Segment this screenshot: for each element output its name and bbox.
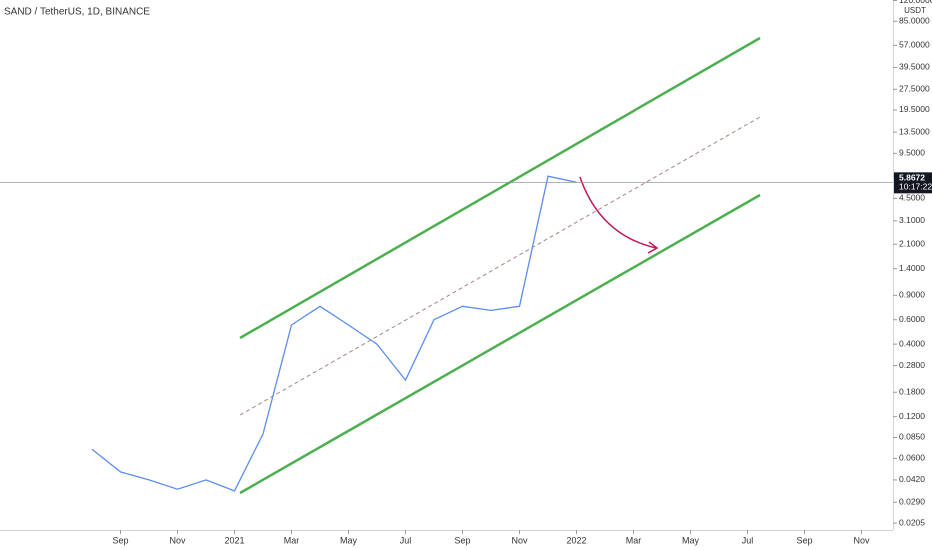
chart-title: SAND / TetherUS, 1D, BINANCE xyxy=(4,7,150,18)
y-tick-label: 0.0850 xyxy=(899,432,925,442)
x-tick-label: Mar xyxy=(626,535,642,545)
y-tick-label: 2.1000 xyxy=(899,238,925,248)
arrow-head xyxy=(647,241,659,254)
y-tick-label: 27.5000 xyxy=(899,84,930,94)
x-tick-label: 2022 xyxy=(566,535,586,545)
y-tick-label: 0.0205 xyxy=(899,517,925,527)
y-tick-label: 57.0000 xyxy=(899,40,930,50)
x-tick-label: Nov xyxy=(853,535,870,545)
y-tick-label: 0.2800 xyxy=(899,360,925,370)
x-tick-label: May xyxy=(340,535,358,545)
drawings xyxy=(239,36,761,495)
price-line xyxy=(91,175,577,492)
y-unit: USDT xyxy=(904,6,926,15)
y-tick-label: 0.0420 xyxy=(899,474,925,484)
x-tick-label: Sep xyxy=(796,535,812,545)
x-tick-label: Nov xyxy=(511,535,528,545)
countdown-label: 10:17:22 xyxy=(899,182,932,192)
last-price-box xyxy=(894,172,932,194)
last-price-label: 5.8672 xyxy=(899,173,925,183)
y-tick-label: 13.5000 xyxy=(899,126,930,136)
x-tick-label: Jul xyxy=(742,535,754,545)
y-tick-label: 3.1000 xyxy=(899,215,925,225)
x-tick-label: Sep xyxy=(454,535,470,545)
y-tick-label: 0.1200 xyxy=(899,411,925,421)
y-tick-label: 9.5000 xyxy=(899,148,925,158)
channel-mid xyxy=(239,116,761,416)
x-tick-label: Sep xyxy=(112,535,128,545)
y-tick-label: 19.5000 xyxy=(899,104,930,114)
x-tick-label: 2021 xyxy=(224,535,244,545)
forecast-arrow xyxy=(579,176,657,249)
y-tick-label: 85.0000 xyxy=(899,16,930,26)
x-tick-label: Jul xyxy=(400,535,412,545)
x-tick-label: May xyxy=(682,535,700,545)
y-tick-label: 0.9000 xyxy=(899,290,925,300)
y-tick-label: 120.0000 xyxy=(899,0,932,5)
plot xyxy=(91,175,577,492)
y-tick-label: 0.4000 xyxy=(899,338,925,348)
channel-upper xyxy=(239,36,761,340)
y-tick-label: 4.5000 xyxy=(899,193,925,203)
x-tick-label: Nov xyxy=(169,535,186,545)
y-tick-label: 0.1800 xyxy=(899,387,925,397)
y-tick-label: 0.0290 xyxy=(899,497,925,507)
channel-lower xyxy=(239,193,761,495)
y-tick-label: 0.0600 xyxy=(899,453,925,463)
y-tick-label: 39.5000 xyxy=(899,62,930,72)
x-tick-label: Mar xyxy=(284,535,300,545)
y-tick-label: 1.4000 xyxy=(899,263,925,273)
y-tick-label: 0.6000 xyxy=(899,314,925,324)
